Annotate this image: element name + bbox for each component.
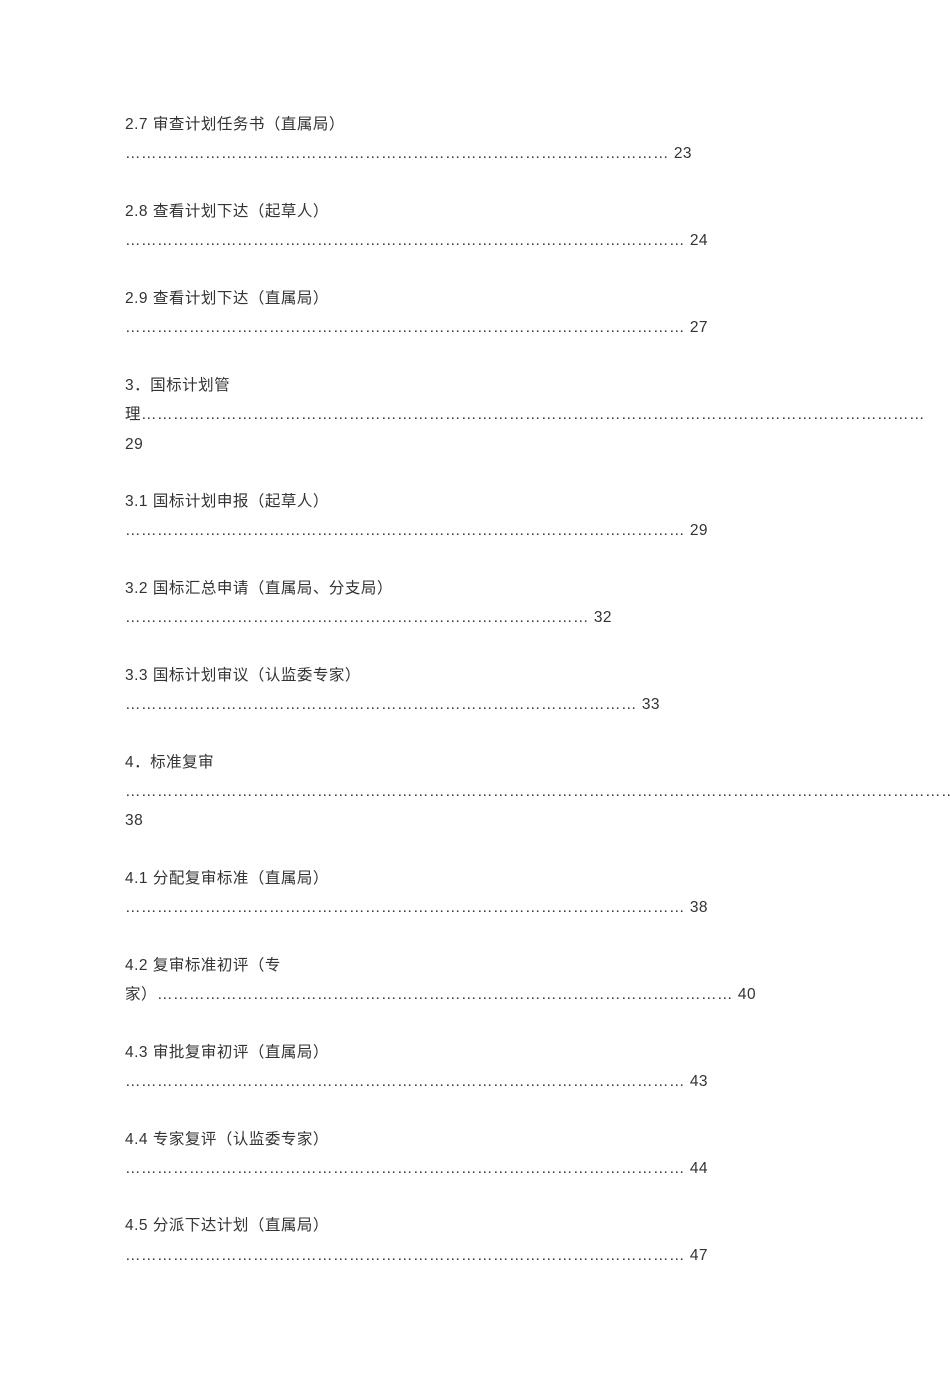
toc-entry: 4.4 专家复评（认监委专家） ………………………………………………………………… <box>125 1125 825 1184</box>
toc-page-number: 43 <box>690 1073 708 1090</box>
toc-title: 4.1 分配复审标准（直属局） <box>125 870 329 887</box>
toc-entry: 4．标准复审 ………………………………………………………………………………………… <box>125 748 825 836</box>
toc-title: 2.7 审查计划任务书（直属局） <box>125 116 345 133</box>
toc-entry: 3.2 国标汇总申请（直属局、分支局） ……………………………………………………… <box>125 574 825 633</box>
toc-entry: 4.1 分配复审标准（直属局） ………………………………………………………………… <box>125 864 825 923</box>
toc-title: 3.1 国标计划申报（起草人） <box>125 493 329 510</box>
toc-page-number: 32 <box>594 609 612 626</box>
toc-dots: …………………………………………………………………………………………… <box>125 319 685 336</box>
toc-page-number: 33 <box>642 696 660 713</box>
toc-dots: …………………………………………………………………………………… <box>125 696 637 713</box>
toc-title: 3.2 国标汇总申请（直属局、分支局） <box>125 580 393 597</box>
toc-page-number: 38 <box>690 899 708 916</box>
toc-page-number: 40 <box>738 986 756 1003</box>
toc-page-number: 23 <box>674 145 692 162</box>
toc-page-number: 38 <box>125 812 143 829</box>
toc-entry: 2.9 查看计划下达（直属局） ………………………………………………………………… <box>125 284 825 343</box>
toc-entry: 2.7 审查计划任务书（直属局） ……………………………………………………………… <box>125 110 825 169</box>
toc-page-number: 29 <box>690 522 708 539</box>
toc-entry: 4.3 审批复审初评（直属局） ………………………………………………………………… <box>125 1038 825 1097</box>
toc-dots: …………………………………………………………………………… <box>125 609 589 626</box>
toc-entry: 4.2 复审标准初评（专家）……………………………………………………………………… <box>125 951 825 1010</box>
toc-entry: 3.1 国标计划申报（起草人） ………………………………………………………………… <box>125 487 825 546</box>
toc-entry: 3.3 国标计划审议（认监委专家） …………………………………………………………… <box>125 661 825 720</box>
toc-page-number: 47 <box>690 1247 708 1264</box>
toc-dots: …………………………………………………………………………………………… <box>125 1247 685 1264</box>
toc-title: 2.9 查看计划下达（直属局） <box>125 290 329 307</box>
toc-dots: …………………………………………………………………………………………… <box>125 522 685 539</box>
toc-page-number: 44 <box>690 1160 708 1177</box>
toc-dots: …………………………………………………………………………………………… <box>125 1160 685 1177</box>
toc-title: 3.3 国标计划审议（认监委专家） <box>125 667 361 684</box>
toc-title: 4.3 审批复审初评（直属局） <box>125 1044 329 1061</box>
toc-dots: …………………………………………………………………………………………… <box>125 232 685 249</box>
toc-dots: ……………………………………………………………………………………………… <box>157 986 733 1003</box>
toc-dots: …………………………………………………………………………………………………………… <box>125 783 950 800</box>
toc-title: 2.8 查看计划下达（起草人） <box>125 203 329 220</box>
toc-entry: 2.8 查看计划下达（起草人） ………………………………………………………………… <box>125 197 825 256</box>
toc-dots: …………………………………………………………………………………………………………… <box>141 406 925 423</box>
toc-title: 4.4 专家复评（认监委专家） <box>125 1131 329 1148</box>
toc-page-number: 29 <box>125 436 143 453</box>
toc-entry: 3．国标计划管理……………………………………………………………………………………… <box>125 371 825 459</box>
toc-page-number: 27 <box>690 319 708 336</box>
toc-page-number: 24 <box>690 232 708 249</box>
toc-page: 2.7 审查计划任务书（直属局） ……………………………………………………………… <box>0 0 950 1378</box>
toc-dots: …………………………………………………………………………………………… <box>125 1073 685 1090</box>
toc-title: 4．标准复审 <box>125 754 214 771</box>
toc-dots: …………………………………………………………………………………………… <box>125 899 685 916</box>
toc-entry: 4.5 分派下达计划（直属局） ………………………………………………………………… <box>125 1211 825 1270</box>
toc-dots: ………………………………………………………………………………………… <box>125 145 669 162</box>
toc-title: 4.5 分派下达计划（直属局） <box>125 1217 329 1234</box>
